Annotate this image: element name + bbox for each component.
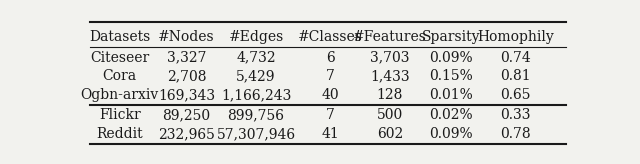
- Text: 128: 128: [377, 88, 403, 102]
- Text: 0.33: 0.33: [500, 108, 531, 122]
- Text: 6: 6: [326, 51, 335, 65]
- Text: 0.78: 0.78: [500, 127, 531, 141]
- Text: 5,429: 5,429: [236, 69, 276, 83]
- Text: 0.01%: 0.01%: [429, 88, 473, 102]
- Text: 1,433: 1,433: [370, 69, 410, 83]
- Text: Ogbn-arxiv: Ogbn-arxiv: [81, 88, 159, 102]
- Text: 40: 40: [322, 88, 339, 102]
- Text: #Classes: #Classes: [298, 30, 363, 44]
- Text: 7: 7: [326, 69, 335, 83]
- Text: #Edges: #Edges: [228, 30, 284, 44]
- Text: 41: 41: [322, 127, 339, 141]
- Text: 0.09%: 0.09%: [429, 127, 473, 141]
- Text: Flickr: Flickr: [99, 108, 141, 122]
- Text: Sparsity: Sparsity: [422, 30, 480, 44]
- Text: 3,703: 3,703: [371, 51, 410, 65]
- Text: 500: 500: [377, 108, 403, 122]
- Text: 0.74: 0.74: [500, 51, 531, 65]
- Text: 602: 602: [377, 127, 403, 141]
- Text: Homophily: Homophily: [477, 30, 554, 44]
- Text: 0.02%: 0.02%: [429, 108, 473, 122]
- Text: Cora: Cora: [102, 69, 137, 83]
- Text: Datasets: Datasets: [89, 30, 150, 44]
- Text: 0.15%: 0.15%: [429, 69, 473, 83]
- Text: 1,166,243: 1,166,243: [221, 88, 291, 102]
- Text: 3,327: 3,327: [167, 51, 206, 65]
- Text: 89,250: 89,250: [163, 108, 211, 122]
- Text: #Features: #Features: [353, 30, 427, 44]
- Text: 232,965: 232,965: [158, 127, 215, 141]
- Text: 169,343: 169,343: [158, 88, 215, 102]
- Text: 2,708: 2,708: [167, 69, 206, 83]
- Text: 899,756: 899,756: [228, 108, 285, 122]
- Text: 0.65: 0.65: [500, 88, 531, 102]
- Text: 4,732: 4,732: [236, 51, 276, 65]
- Text: 7: 7: [326, 108, 335, 122]
- Text: #Nodes: #Nodes: [158, 30, 215, 44]
- Text: Reddit: Reddit: [97, 127, 143, 141]
- Text: 0.81: 0.81: [500, 69, 531, 83]
- Text: 0.09%: 0.09%: [429, 51, 473, 65]
- Text: 57,307,946: 57,307,946: [216, 127, 296, 141]
- Text: Citeseer: Citeseer: [90, 51, 149, 65]
